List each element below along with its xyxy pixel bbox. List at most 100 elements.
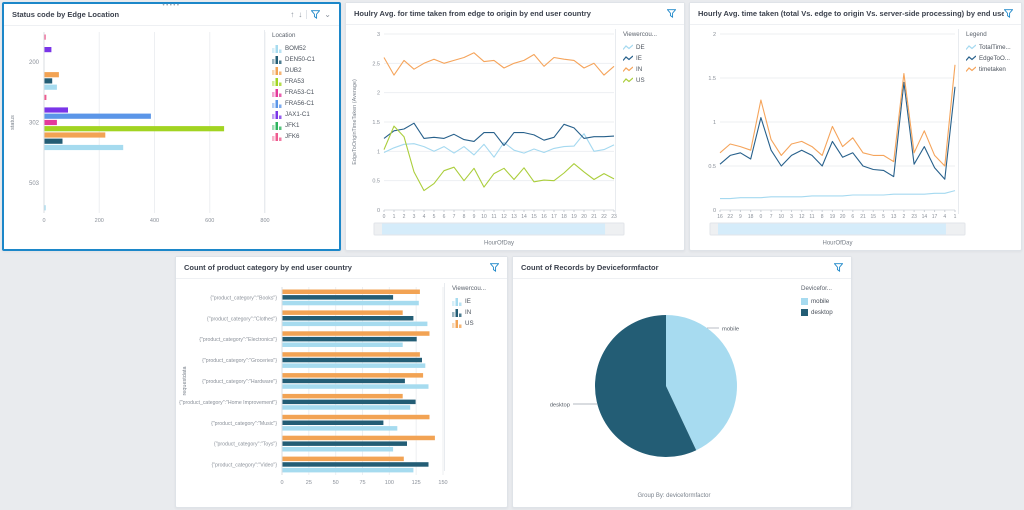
filter-icon[interactable] [834, 263, 843, 272]
bar-IE[interactable] [282, 363, 426, 368]
chevron-down-icon[interactable]: ⌄ [324, 9, 331, 19]
bar-IE[interactable] [282, 405, 411, 410]
line-series-DE[interactable] [383, 133, 615, 158]
legend-item-IE[interactable]: IE [623, 53, 681, 64]
bar-IN[interactable] [282, 399, 416, 405]
line-series-TotalTime...[interactable] [720, 190, 956, 200]
bar-IN[interactable] [282, 295, 394, 300]
bar-IN[interactable] [282, 316, 414, 321]
move-down-icon[interactable]: ↓ [298, 9, 303, 19]
filter-icon[interactable] [490, 263, 499, 272]
bar-BOM52[interactable] [44, 144, 124, 151]
legend-item-JFK1[interactable]: JFK1 [272, 120, 336, 131]
legend-title: Viewercou... [623, 31, 657, 38]
bar-IE[interactable] [282, 467, 414, 473]
legend-item-FRA53-C1[interactable]: FRA53-C1 [272, 87, 336, 98]
bar-JAX1-C1[interactable] [44, 47, 52, 53]
line-series-IN[interactable] [383, 52, 615, 76]
bar-US[interactable] [282, 393, 403, 399]
chart-card-time-taken-comparison[interactable]: Hourly Avg. time taken (total Vs. edge t… [689, 2, 1022, 251]
legend-item-BOM52[interactable]: BOM52 [272, 43, 336, 54]
line-series-IE[interactable] [383, 122, 615, 147]
legend-item-TotalTime...[interactable]: TotalTime... [966, 42, 1018, 53]
tick-label: 5 [882, 214, 885, 220]
bar-US[interactable] [282, 352, 420, 357]
legend-item-IE[interactable]: IE [452, 296, 504, 307]
brush-selection[interactable] [718, 223, 946, 235]
legend-item-DE[interactable]: DE [623, 42, 681, 53]
line-series-timetaken[interactable] [719, 64, 956, 167]
bar-DEN50-C1[interactable] [44, 78, 53, 84]
legend-item-timetaken[interactable]: timetaken [966, 64, 1018, 75]
legend-item-DUB2[interactable]: DUB2 [272, 65, 336, 76]
legend-item-DEN50-C1[interactable]: DEN50-C1 [272, 54, 336, 65]
chart-title: Hourly Avg. time taken (total Vs. edge t… [698, 9, 1004, 18]
legend-item-US[interactable]: US [623, 75, 681, 86]
legend-swatch-icon [452, 319, 462, 328]
legend-item-desktop[interactable]: desktop [801, 307, 848, 318]
bar-DUB2[interactable] [44, 72, 59, 78]
legend-item-IN[interactable]: IN [623, 64, 681, 75]
bar-IE[interactable] [282, 321, 428, 327]
bar-DEN50-C1[interactable] [44, 138, 63, 144]
bar-US[interactable] [282, 373, 424, 378]
filter-icon[interactable] [667, 9, 676, 18]
chart-card-deviceformfactor[interactable]: Count of Records by Deviceformfactor mob… [512, 256, 852, 508]
chart-card-edge-to-origin[interactable]: Houlry Avg. for time taken from edge to … [345, 2, 685, 251]
bar-IN[interactable] [282, 378, 405, 384]
bar-BOM52[interactable] [44, 205, 46, 211]
bar-US[interactable] [282, 435, 435, 441]
legend-item-IN[interactable]: IN [452, 307, 504, 318]
legend-item-JAX1-C1[interactable]: JAX1-C1 [272, 109, 336, 120]
bar-IN[interactable] [282, 336, 417, 342]
pie-slice-desktop[interactable] [594, 315, 697, 457]
filter-icon[interactable] [311, 10, 321, 19]
bar-IE[interactable] [282, 342, 403, 348]
bar-US[interactable] [282, 289, 420, 295]
legend-item-FRA53[interactable]: FRA53 [272, 76, 336, 87]
bar-JFK6[interactable] [44, 34, 46, 40]
line-series-US[interactable] [383, 125, 615, 192]
bar-US[interactable] [282, 310, 403, 315]
bar-DUB2[interactable] [44, 132, 106, 138]
legend-item-mobile[interactable]: mobile [801, 296, 848, 307]
bar-US[interactable] [282, 331, 430, 336]
bar-JFK6[interactable] [44, 94, 47, 100]
legend-item-JFK6[interactable]: JFK6 [272, 131, 336, 142]
legend-label: BOM52 [285, 45, 306, 52]
bar-FRA56-C1[interactable] [44, 113, 151, 119]
bar-IN[interactable] [282, 441, 408, 446]
drag-handle[interactable]: ••••• [159, 3, 184, 9]
bar-IN[interactable] [282, 357, 423, 363]
chart-card-product-category[interactable]: Count of product category by end user co… [175, 256, 508, 508]
chart-card-status-code[interactable]: ••••• Status code by Edge Location ↑ ↓ ⌄… [2, 2, 341, 251]
brush-selection[interactable] [382, 223, 606, 235]
bar-IN[interactable] [282, 462, 429, 467]
bar-IE[interactable] [282, 300, 419, 306]
bar-IE[interactable] [282, 426, 398, 431]
tick-label: 20 [581, 214, 587, 220]
bar-JAX1-C1[interactable] [44, 107, 69, 113]
bar-US[interactable] [282, 456, 404, 462]
bar-IN[interactable] [282, 420, 384, 426]
legend-item-EdgeToO...[interactable]: EdgeToO... [966, 53, 1018, 64]
legend-item-FRA56-C1[interactable]: FRA56-C1 [272, 98, 336, 109]
tick-label: 0 [42, 218, 45, 224]
tick-label: 11 [491, 214, 496, 220]
tick-label: 125 [412, 480, 421, 486]
legend-title: Legend [966, 31, 987, 38]
line-series-EdgeToO...[interactable] [719, 81, 956, 180]
move-up-icon[interactable]: ↑ [290, 9, 295, 19]
legend-swatch-icon [452, 297, 462, 306]
bar-FRA53-C1[interactable] [44, 119, 57, 126]
filter-icon[interactable] [1004, 9, 1013, 18]
bar-BOM52[interactable] [44, 84, 57, 90]
bar-FRA53[interactable] [44, 126, 225, 132]
legend-item-US[interactable]: US [452, 318, 504, 329]
bar-IE[interactable] [282, 447, 394, 452]
tick-label: 25 [306, 480, 312, 486]
pie-slice-mobile[interactable] [666, 315, 737, 451]
bar-IE[interactable] [282, 384, 429, 389]
legend-label: JFK6 [285, 133, 300, 140]
bar-US[interactable] [282, 414, 430, 420]
